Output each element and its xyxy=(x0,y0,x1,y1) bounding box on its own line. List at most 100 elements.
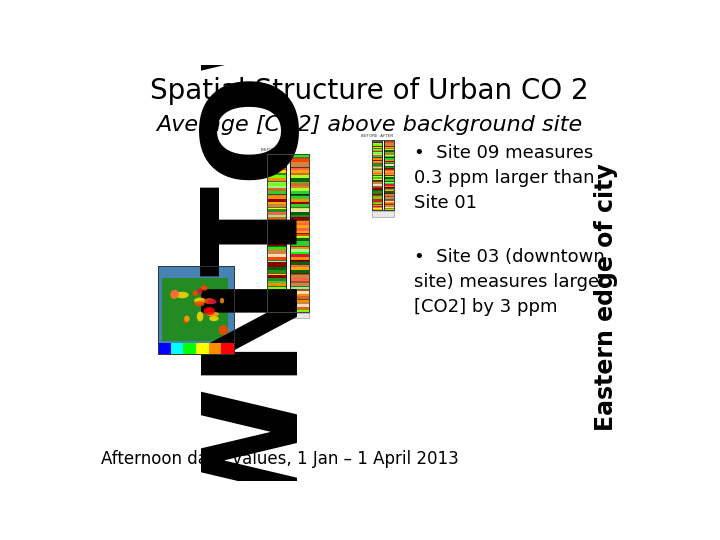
Ellipse shape xyxy=(170,291,179,299)
Bar xyxy=(384,186,394,187)
Bar xyxy=(372,181,382,182)
Bar xyxy=(384,170,394,172)
Bar xyxy=(289,241,309,244)
Bar xyxy=(289,157,309,159)
Bar xyxy=(372,183,382,185)
Bar xyxy=(384,169,394,170)
Bar xyxy=(372,170,382,172)
Bar xyxy=(384,183,394,185)
Bar xyxy=(372,201,382,202)
Bar xyxy=(267,178,287,180)
Bar xyxy=(267,252,287,254)
Bar xyxy=(384,208,394,209)
Bar xyxy=(372,185,382,186)
Bar xyxy=(372,211,394,217)
Bar xyxy=(372,166,382,167)
Bar xyxy=(289,228,309,231)
Bar xyxy=(384,193,394,194)
Bar xyxy=(384,163,394,164)
Bar xyxy=(289,210,309,212)
Bar xyxy=(267,220,287,222)
Bar xyxy=(372,199,382,200)
Bar xyxy=(372,188,382,189)
Bar xyxy=(384,188,394,189)
Bar xyxy=(289,246,309,249)
Bar xyxy=(372,150,382,151)
Ellipse shape xyxy=(218,325,228,335)
Bar xyxy=(372,169,382,170)
Text: Afternoon daily values, 1 Jan – 1 April 2013: Afternoon daily values, 1 Jan – 1 April … xyxy=(101,450,459,468)
Bar xyxy=(289,220,309,222)
Text: DOWNTOWN: DOWNTOWN xyxy=(186,0,312,540)
Bar xyxy=(372,177,382,179)
Bar xyxy=(267,165,287,167)
Bar xyxy=(372,168,382,169)
Bar xyxy=(384,140,394,141)
Ellipse shape xyxy=(184,315,189,322)
Bar xyxy=(372,207,382,208)
Bar xyxy=(384,194,394,195)
Bar xyxy=(267,299,287,302)
Bar xyxy=(384,182,394,183)
Bar xyxy=(267,162,287,165)
Bar xyxy=(267,309,287,312)
Bar xyxy=(384,162,394,163)
Bar xyxy=(267,228,287,231)
Ellipse shape xyxy=(176,292,189,298)
Bar xyxy=(289,215,309,218)
Bar xyxy=(384,181,394,182)
Bar xyxy=(289,239,309,241)
Bar xyxy=(267,222,287,225)
Bar xyxy=(372,167,382,168)
Bar xyxy=(372,144,382,146)
Bar xyxy=(267,154,287,157)
Bar xyxy=(372,161,382,162)
Bar xyxy=(289,265,309,267)
Bar xyxy=(267,157,287,159)
Bar xyxy=(267,270,287,273)
Bar xyxy=(384,200,394,201)
Bar xyxy=(289,176,309,178)
Bar xyxy=(372,206,382,207)
Bar xyxy=(267,275,287,278)
Bar xyxy=(289,165,309,167)
Bar xyxy=(267,159,287,162)
Bar xyxy=(267,204,287,207)
Bar xyxy=(267,199,287,201)
Bar xyxy=(289,154,309,157)
Bar xyxy=(209,343,221,354)
Bar xyxy=(289,170,309,173)
Bar xyxy=(267,191,287,194)
Bar xyxy=(289,180,309,183)
Bar xyxy=(289,302,309,305)
Bar xyxy=(289,275,309,278)
Bar xyxy=(289,233,309,236)
Bar xyxy=(267,207,287,210)
Bar xyxy=(384,176,394,177)
Bar xyxy=(289,225,309,228)
Bar xyxy=(289,204,309,207)
Bar xyxy=(384,149,394,150)
Bar xyxy=(372,149,382,150)
Bar xyxy=(267,170,287,173)
Bar xyxy=(372,196,382,198)
Bar xyxy=(184,343,196,354)
Bar xyxy=(171,343,184,354)
Bar xyxy=(267,167,287,170)
Bar xyxy=(267,194,287,197)
Bar xyxy=(384,180,394,181)
Bar xyxy=(289,231,309,233)
Bar xyxy=(372,159,382,160)
Bar xyxy=(372,175,382,176)
Bar xyxy=(384,167,394,168)
Bar xyxy=(158,266,234,354)
Bar xyxy=(289,191,309,194)
Bar xyxy=(289,159,309,162)
Bar xyxy=(289,186,309,188)
Bar xyxy=(289,309,309,312)
Bar xyxy=(267,254,287,257)
Ellipse shape xyxy=(184,317,188,323)
Bar xyxy=(372,164,382,166)
Bar xyxy=(267,288,287,291)
Bar xyxy=(289,197,309,199)
